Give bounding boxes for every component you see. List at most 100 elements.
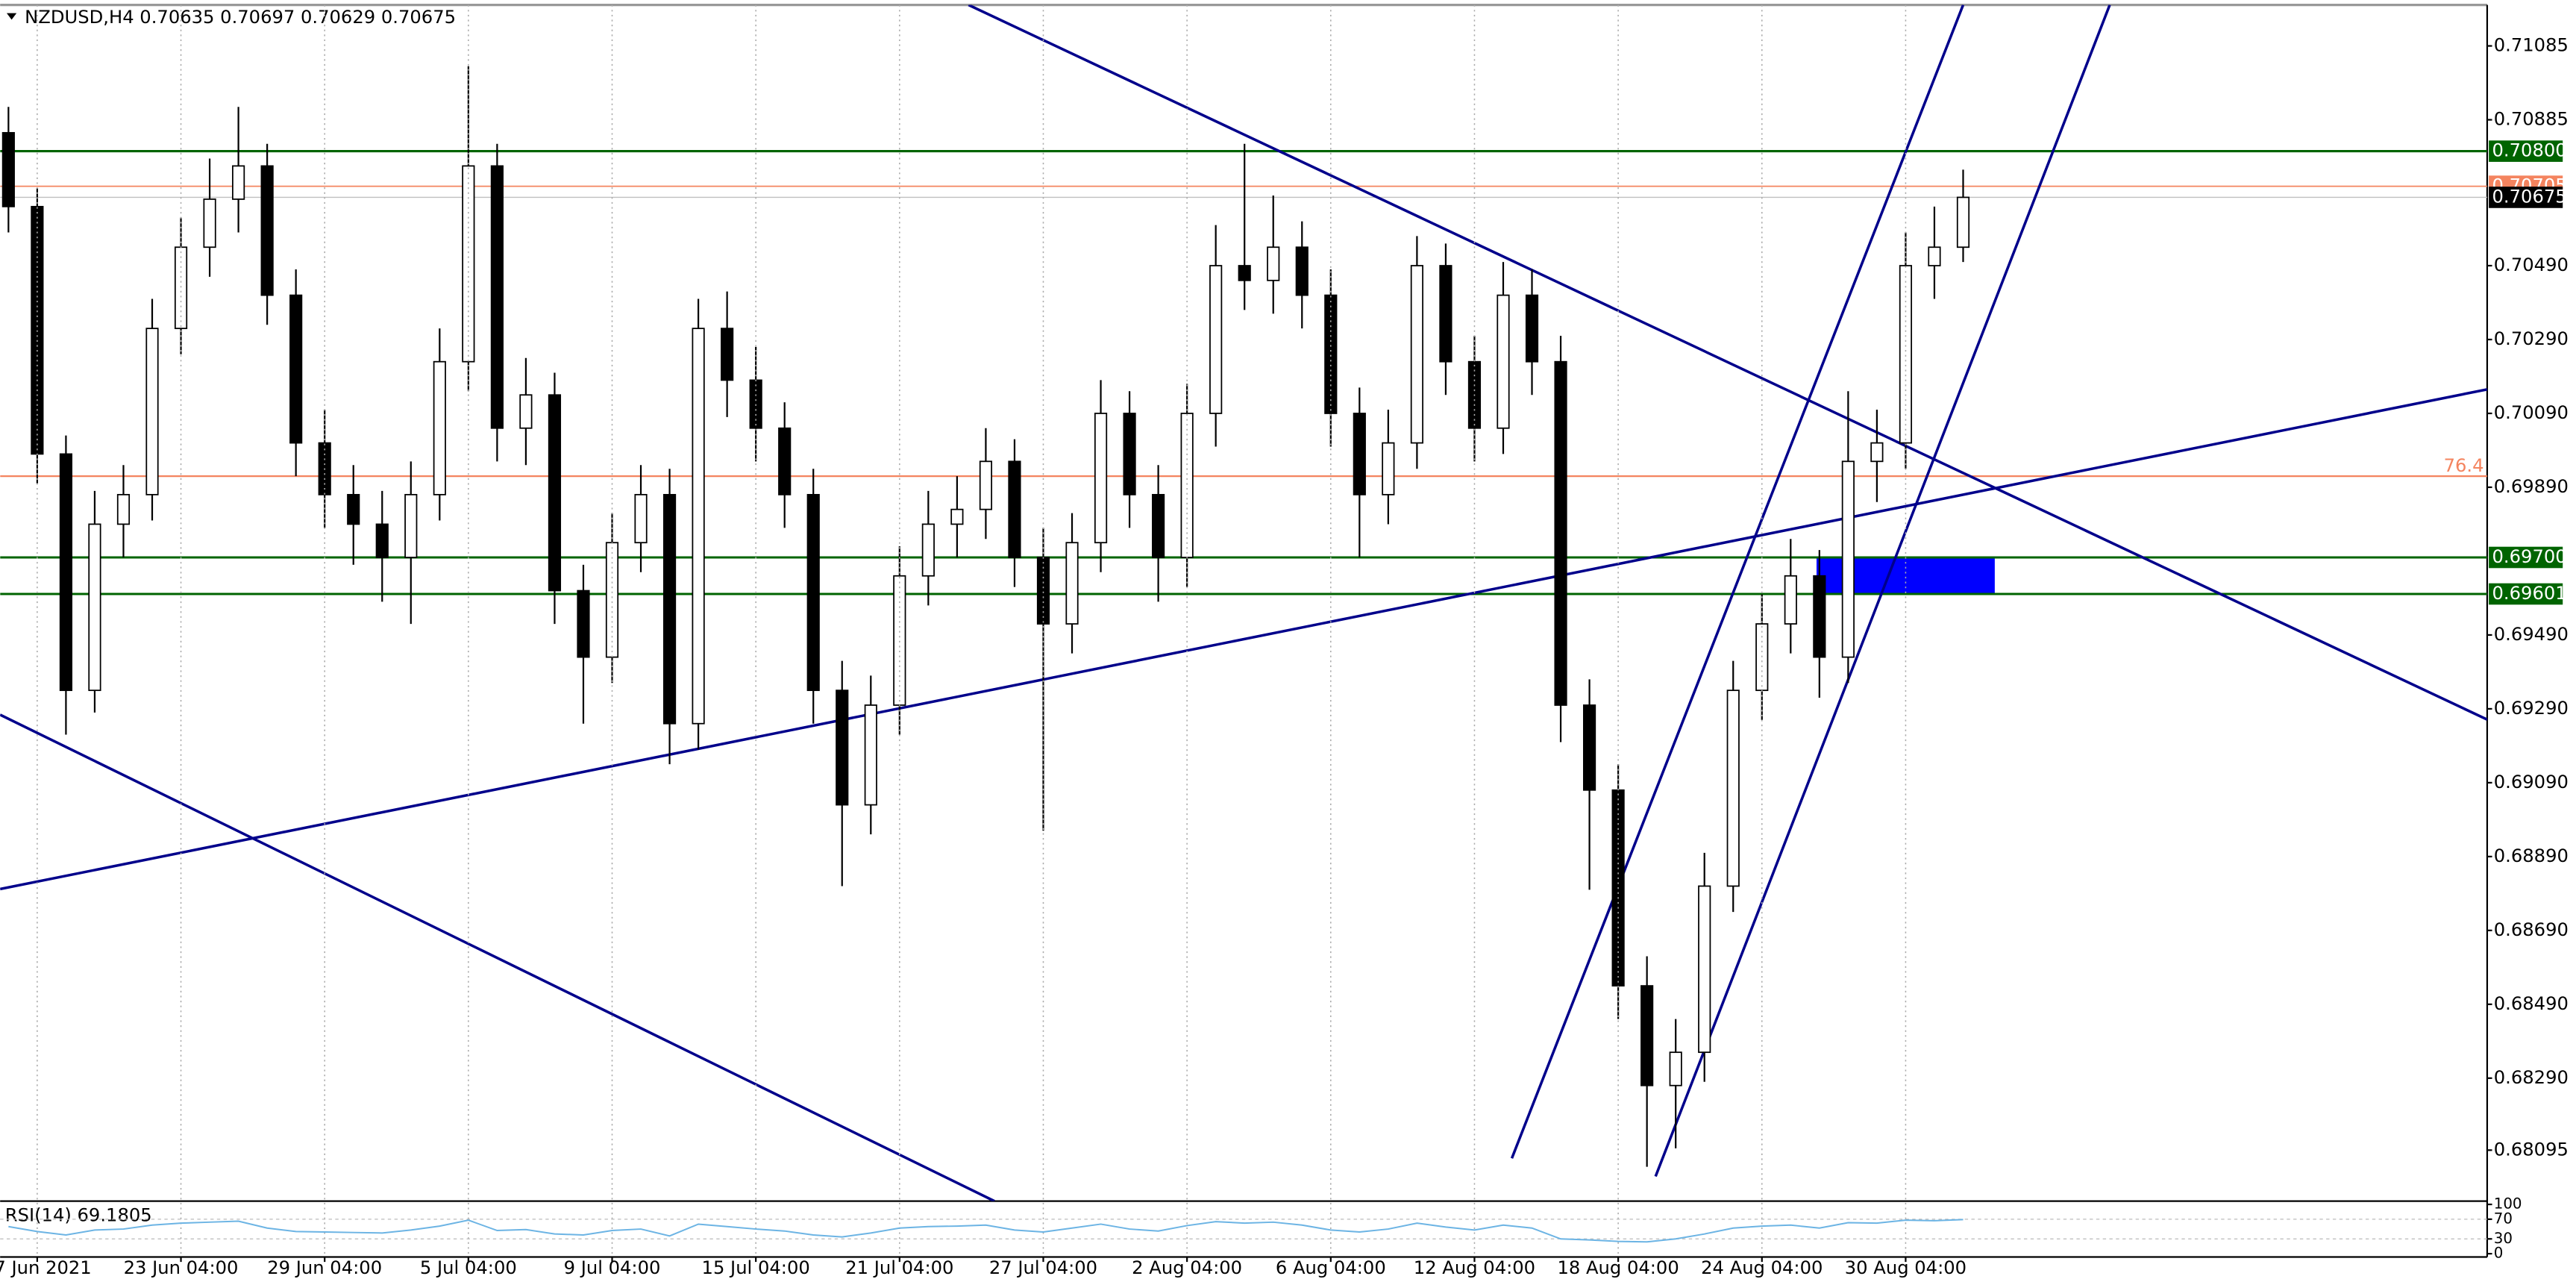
x-tick-label: 15 Jul 04:00: [702, 1257, 810, 1278]
candle-body: [1698, 885, 1711, 1054]
rsi-tick-label: 0: [2494, 1245, 2504, 1262]
candle-body: [1899, 265, 1913, 444]
candle-body: [1267, 246, 1280, 281]
candle-body: [260, 165, 274, 296]
candle-body: [1525, 294, 1539, 363]
x-tick-label: 18 Aug 04:00: [1557, 1257, 1679, 1278]
candle-body: [1008, 460, 1021, 558]
candle-body: [1870, 442, 1884, 463]
rsi-tick-label: 70: [2494, 1210, 2513, 1227]
fibo-label: 76.4: [2444, 455, 2484, 476]
candle-body: [462, 165, 475, 363]
candle-body: [950, 508, 964, 525]
candle-body: [721, 328, 734, 381]
y-tick-label: 0.70885: [2494, 109, 2569, 130]
candle-body: [519, 394, 533, 429]
candle-body: [1, 131, 15, 207]
candle-body: [1209, 265, 1223, 414]
candle-body: [1324, 294, 1338, 414]
candle-body: [634, 493, 648, 544]
candle-body: [1956, 196, 1970, 248]
candle-body: [749, 379, 762, 429]
candle-body: [806, 493, 820, 692]
price-label-box: [2489, 583, 2563, 605]
x-tick-label: 24 Aug 04:00: [1701, 1257, 1823, 1278]
candle-body: [1669, 1051, 1682, 1086]
candle-body: [979, 460, 993, 510]
candle-body: [490, 165, 504, 429]
candle-body: [375, 523, 389, 558]
x-tick-label: 12 Aug 04:00: [1414, 1257, 1535, 1278]
candle-body: [1439, 265, 1452, 363]
y-tick-label: 0.69290: [2494, 698, 2569, 719]
price-label: 0.69700: [2492, 546, 2567, 567]
candle-body: [88, 523, 101, 692]
trendline: [1510, 4, 1965, 1159]
y-tick-label: 0.68290: [2494, 1067, 2569, 1088]
chart-title: NZDUSD,H4 0.70635 0.70697 0.70629 0.7067…: [25, 7, 456, 28]
candle-body: [404, 493, 418, 558]
collapse-icon[interactable]: [6, 13, 17, 20]
candle-body: [1238, 265, 1251, 281]
rsi-tick-label: 30: [2494, 1230, 2513, 1247]
candle-body: [1410, 265, 1423, 444]
y-tick-label: 0.68890: [2494, 845, 2569, 866]
rsi-tick-label: 100: [2494, 1195, 2522, 1213]
candle-body: [692, 328, 705, 725]
y-tick-label: 0.70490: [2494, 254, 2569, 275]
trendline: [1654, 4, 2111, 1178]
y-tick-label: 0.69490: [2494, 624, 2569, 645]
y-tick-label: 0.70090: [2494, 402, 2569, 423]
candle-body: [548, 394, 562, 592]
y-tick-label: 0.71085: [2494, 35, 2569, 56]
candle-body: [1295, 246, 1309, 296]
trendline: [968, 4, 2487, 721]
x-tick-label: 9 Jul 04:00: [564, 1257, 661, 1278]
price-label: 0.70675: [2492, 186, 2567, 207]
x-tick-label: 23 Jun 04:00: [124, 1257, 239, 1278]
plot-area: [0, 4, 2487, 1201]
candle-body: [433, 360, 446, 495]
candle-body: [836, 689, 849, 806]
candle-body: [1382, 442, 1395, 495]
x-tick-label: 30 Aug 04:00: [1845, 1257, 1967, 1278]
candle-body: [1813, 575, 1826, 658]
price-label: 0.70800: [2492, 140, 2567, 161]
x-tick-label: 17 Jun 2021: [0, 1257, 92, 1278]
candle-body: [232, 165, 245, 200]
candle-body: [662, 493, 677, 725]
x-tick-label: 29 Jun 04:00: [267, 1257, 382, 1278]
candle-body: [778, 427, 792, 495]
candle-body: [921, 523, 935, 577]
candle-body: [1497, 294, 1510, 429]
candle-body: [289, 294, 303, 444]
price-label-box: [2489, 140, 2563, 162]
candle-body: [864, 704, 877, 806]
candle-body: [1123, 413, 1136, 495]
x-tick-label: 2 Aug 04:00: [1132, 1257, 1242, 1278]
candle-body: [116, 493, 131, 525]
price-label-box: [2489, 546, 2563, 569]
rsi-title: RSI(14) 69.1805: [5, 1204, 152, 1225]
candle-body: [1640, 985, 1654, 1086]
y-tick-label: 0.70290: [2494, 328, 2569, 349]
candle-body: [1152, 493, 1165, 558]
candle-body: [347, 493, 360, 525]
candle-body: [1784, 575, 1797, 625]
candle-body: [1554, 360, 1567, 706]
y-tick-label: 0.68490: [2494, 993, 2569, 1014]
candle-body: [1928, 246, 1941, 266]
price-label-box: [2489, 187, 2563, 208]
price-label: 0.69601: [2492, 583, 2567, 604]
y-tick-label: 0.69890: [2494, 476, 2569, 497]
trendline: [0, 388, 2487, 891]
x-tick-label: 5 Jul 04:00: [420, 1257, 517, 1278]
y-tick-label: 0.68690: [2494, 919, 2569, 940]
candle-body: [1726, 689, 1740, 887]
candle-body: [203, 198, 216, 248]
candle-body: [1841, 460, 1855, 658]
rsi-line: [8, 1219, 1964, 1243]
